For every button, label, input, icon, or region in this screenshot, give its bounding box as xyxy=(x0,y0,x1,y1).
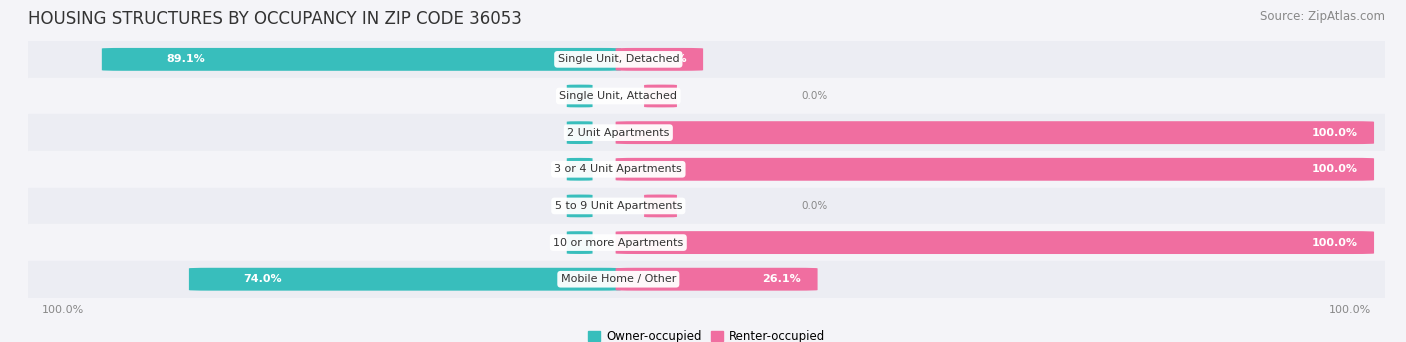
Text: 100.0%: 100.0% xyxy=(42,305,84,315)
Bar xyxy=(28,114,1385,151)
Text: 0.0%: 0.0% xyxy=(572,238,598,248)
Text: 89.1%: 89.1% xyxy=(166,54,205,64)
FancyBboxPatch shape xyxy=(616,48,703,71)
Text: 0.0%: 0.0% xyxy=(572,128,598,137)
Bar xyxy=(28,261,1385,298)
Text: 10 or more Apartments: 10 or more Apartments xyxy=(553,238,683,248)
FancyBboxPatch shape xyxy=(616,121,1374,144)
Text: 5 to 9 Unit Apartments: 5 to 9 Unit Apartments xyxy=(554,201,682,211)
Text: Single Unit, Detached: Single Unit, Detached xyxy=(558,54,679,64)
Text: Source: ZipAtlas.com: Source: ZipAtlas.com xyxy=(1260,10,1385,23)
Text: 100.0%: 100.0% xyxy=(1312,164,1358,174)
Text: 100.0%: 100.0% xyxy=(1312,238,1358,248)
FancyBboxPatch shape xyxy=(616,268,817,291)
Text: 0.0%: 0.0% xyxy=(572,201,598,211)
Bar xyxy=(28,151,1385,188)
FancyBboxPatch shape xyxy=(567,158,592,181)
FancyBboxPatch shape xyxy=(567,195,592,217)
Bar xyxy=(28,41,1385,78)
Bar xyxy=(28,224,1385,261)
Text: 0.0%: 0.0% xyxy=(801,91,828,101)
FancyBboxPatch shape xyxy=(616,231,1374,254)
Text: 100.0%: 100.0% xyxy=(1312,128,1358,137)
FancyBboxPatch shape xyxy=(616,158,1374,181)
Text: 100.0%: 100.0% xyxy=(1329,305,1371,315)
FancyBboxPatch shape xyxy=(567,231,592,254)
Legend: Owner-occupied, Renter-occupied: Owner-occupied, Renter-occupied xyxy=(583,326,830,342)
Text: 10.9%: 10.9% xyxy=(648,54,688,64)
Text: HOUSING STRUCTURES BY OCCUPANCY IN ZIP CODE 36053: HOUSING STRUCTURES BY OCCUPANCY IN ZIP C… xyxy=(28,10,522,28)
Text: Single Unit, Attached: Single Unit, Attached xyxy=(560,91,678,101)
Bar xyxy=(28,78,1385,114)
Bar xyxy=(28,188,1385,224)
Text: 74.0%: 74.0% xyxy=(243,274,281,284)
Text: 0.0%: 0.0% xyxy=(572,164,598,174)
Text: 0.0%: 0.0% xyxy=(801,201,828,211)
Text: 3 or 4 Unit Apartments: 3 or 4 Unit Apartments xyxy=(554,164,682,174)
FancyBboxPatch shape xyxy=(188,268,621,291)
FancyBboxPatch shape xyxy=(644,195,676,217)
Text: Mobile Home / Other: Mobile Home / Other xyxy=(561,274,676,284)
FancyBboxPatch shape xyxy=(101,48,621,71)
FancyBboxPatch shape xyxy=(644,84,676,107)
FancyBboxPatch shape xyxy=(567,121,592,144)
FancyBboxPatch shape xyxy=(567,84,592,107)
Text: 26.1%: 26.1% xyxy=(762,274,801,284)
Text: 0.0%: 0.0% xyxy=(572,91,598,101)
Text: 2 Unit Apartments: 2 Unit Apartments xyxy=(567,128,669,137)
